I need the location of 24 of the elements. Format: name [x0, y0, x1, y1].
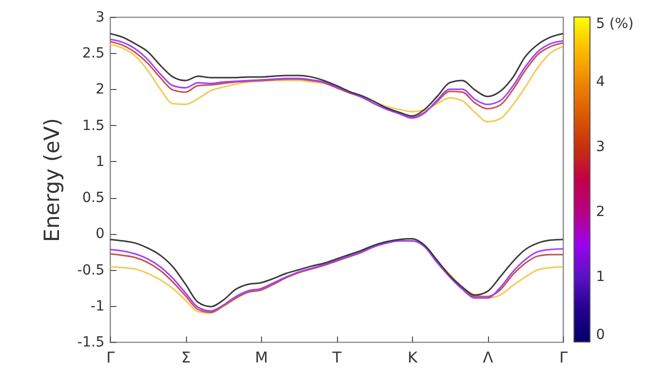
y-tick-label: 2.5 — [82, 46, 104, 62]
color-bar-label: 5 (%) — [596, 16, 634, 32]
y-tick-label: 2 — [96, 82, 104, 98]
x-tick-label: K — [408, 348, 419, 366]
color-bar-label: 4 — [596, 74, 605, 90]
x-tick-label: Λ — [482, 348, 494, 366]
x-tick-label: M — [255, 348, 268, 366]
color-bar-label: 2 — [596, 204, 605, 220]
y-tick-label: 1.5 — [82, 118, 104, 134]
color-bar-label: 1 — [596, 269, 605, 285]
color-bar-label: 3 — [596, 139, 605, 155]
y-tick-label: 0.5 — [82, 190, 104, 206]
x-tick-label: Γ — [106, 348, 116, 366]
y-tick-label: -1 — [90, 298, 104, 314]
y-tick-label: -0.5 — [77, 262, 104, 278]
x-tick-label: T — [331, 348, 342, 366]
y-tick-label: 3 — [96, 10, 104, 26]
color-bar-label: 0 — [596, 327, 605, 343]
y-tick-label: 1 — [96, 154, 104, 170]
x-tick-label: Σ — [181, 348, 191, 366]
x-tick-label: Γ — [559, 348, 568, 366]
y-axis-title: Energy (eV) — [40, 118, 64, 242]
y-tick-label: 0 — [96, 226, 104, 242]
y-tick-label: -1.5 — [77, 334, 104, 350]
